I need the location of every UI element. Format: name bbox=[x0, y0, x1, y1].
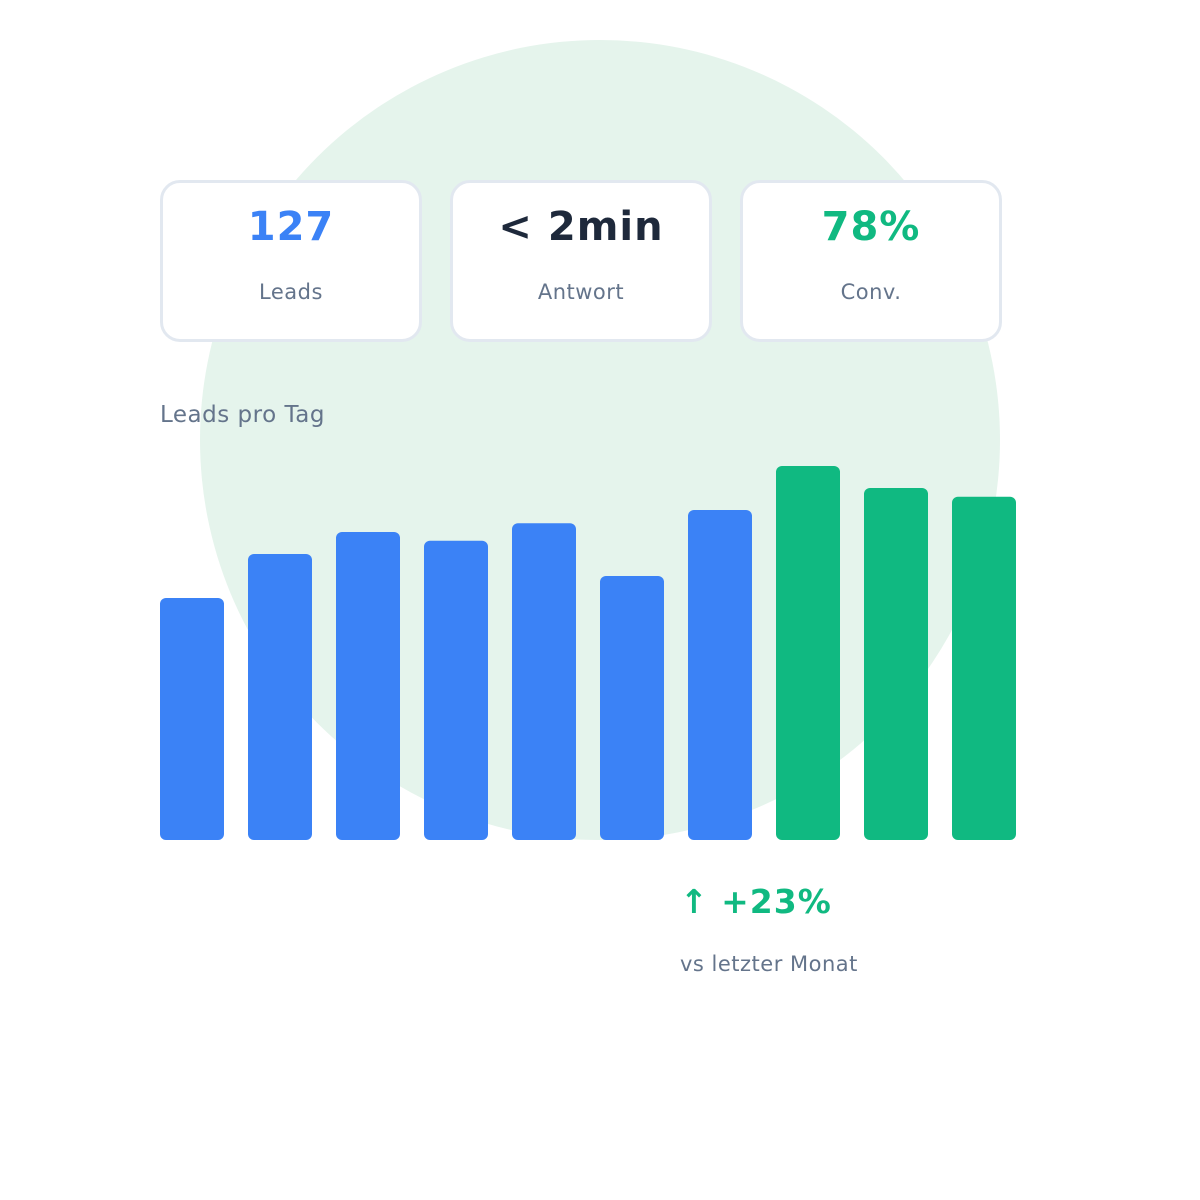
kpi-card-leads: 127 Leads bbox=[160, 180, 422, 342]
bar-10 bbox=[952, 496, 1016, 840]
bar-5 bbox=[512, 523, 576, 840]
bar-3 bbox=[336, 532, 400, 840]
bar-2 bbox=[248, 554, 312, 840]
kpi-card-response: < 2min Antwort bbox=[450, 180, 712, 342]
delta-label: vs letzter Monat bbox=[680, 952, 858, 976]
kpi-response-value: < 2min bbox=[498, 204, 664, 250]
bar-7 bbox=[688, 510, 752, 840]
bar-9 bbox=[864, 488, 928, 840]
bar-1 bbox=[160, 598, 224, 840]
kpi-leads-value: 127 bbox=[247, 204, 335, 250]
bar-6 bbox=[600, 576, 664, 840]
delta-value: ↑ +23% bbox=[680, 882, 832, 921]
kpi-card-conversion: 78% Conv. bbox=[740, 180, 1002, 342]
kpi-response-label: Antwort bbox=[537, 280, 625, 304]
bar-8 bbox=[776, 466, 840, 840]
kpi-conversion-label: Conv. bbox=[840, 280, 902, 304]
bar-4 bbox=[424, 540, 488, 840]
kpi-leads-label: Leads bbox=[259, 280, 323, 304]
chart-title: Leads pro Tag bbox=[160, 402, 325, 428]
kpi-conversion-value: 78% bbox=[821, 204, 921, 250]
